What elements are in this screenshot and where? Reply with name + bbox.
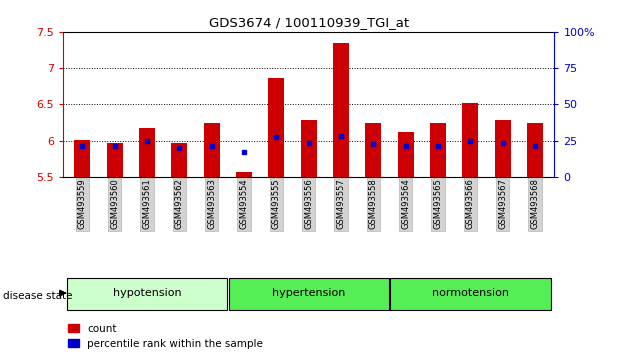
Text: hypotension: hypotension [113,288,181,298]
Bar [171,143,188,177]
Bar [74,140,91,177]
Bar [430,122,446,177]
Bar [398,132,414,177]
FancyBboxPatch shape [67,278,227,310]
FancyBboxPatch shape [390,278,551,310]
Bar [301,120,317,177]
Title: GDS3674 / 100110939_TGI_at: GDS3674 / 100110939_TGI_at [209,16,409,29]
Bar [106,143,123,177]
Legend: count, percentile rank within the sample: count, percentile rank within the sample [68,324,263,349]
FancyBboxPatch shape [229,278,389,310]
Bar [365,122,381,177]
Bar [527,122,543,177]
Bar [333,44,349,177]
Bar [462,103,478,177]
Bar [495,120,511,177]
Bar [236,172,252,177]
Bar [139,129,155,177]
Bar [203,122,220,177]
Text: hypertension: hypertension [272,288,345,298]
Text: normotension: normotension [432,288,509,298]
Bar [268,78,285,177]
Text: disease state: disease state [3,291,72,301]
